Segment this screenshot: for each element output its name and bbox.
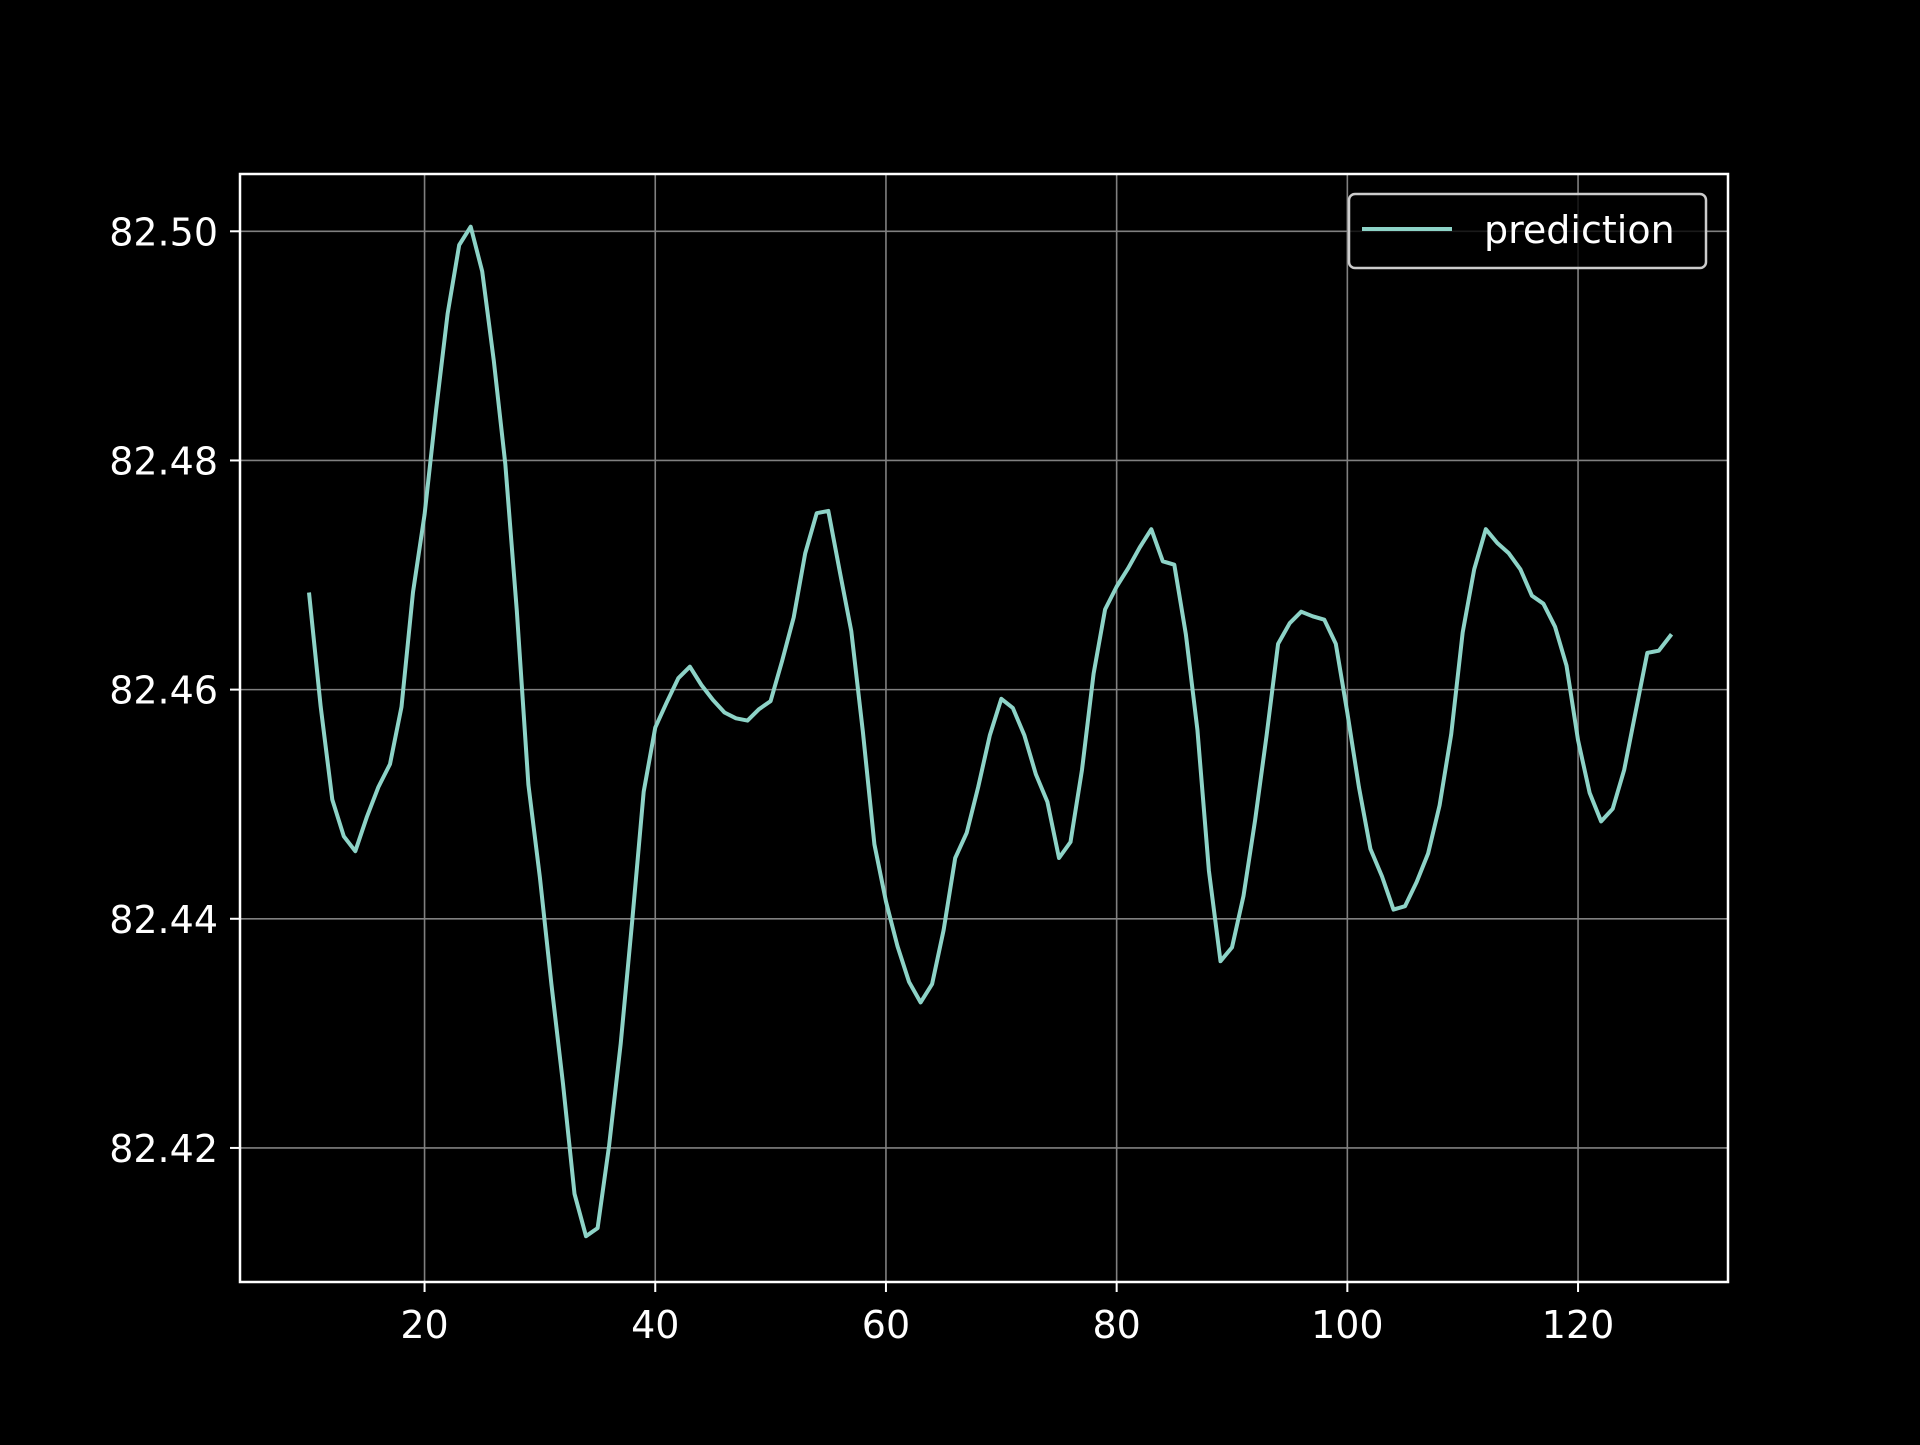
legend-box (1347, 192, 1708, 270)
x-tick-label: 20 (400, 1303, 448, 1347)
x-tick-label: 40 (631, 1303, 679, 1347)
x-tick-label: 80 (1092, 1303, 1140, 1347)
x-tick-label: 60 (862, 1303, 910, 1347)
series-layer (307, 224, 1674, 1239)
y-tick-label: 82.48 (109, 439, 218, 483)
x-tick-label: 100 (1311, 1303, 1384, 1347)
axes-frame (238, 172, 1730, 1284)
y-tick-label: 82.42 (109, 1127, 218, 1171)
y-tick-label: 82.50 (109, 210, 218, 254)
x-axis: 20 40 60 80 100 120 (400, 1282, 1614, 1347)
series-line-prediction (307, 224, 1674, 1239)
y-axis: 82.42 82.44 82.46 82.48 82.50 (109, 210, 240, 1171)
legend-label-prediction: prediction (1484, 208, 1675, 252)
x-tick-label: 120 (1542, 1303, 1615, 1347)
legend: prediction (1347, 192, 1708, 270)
y-tick-label: 82.46 (109, 669, 218, 713)
y-tick-label: 82.44 (109, 898, 218, 942)
